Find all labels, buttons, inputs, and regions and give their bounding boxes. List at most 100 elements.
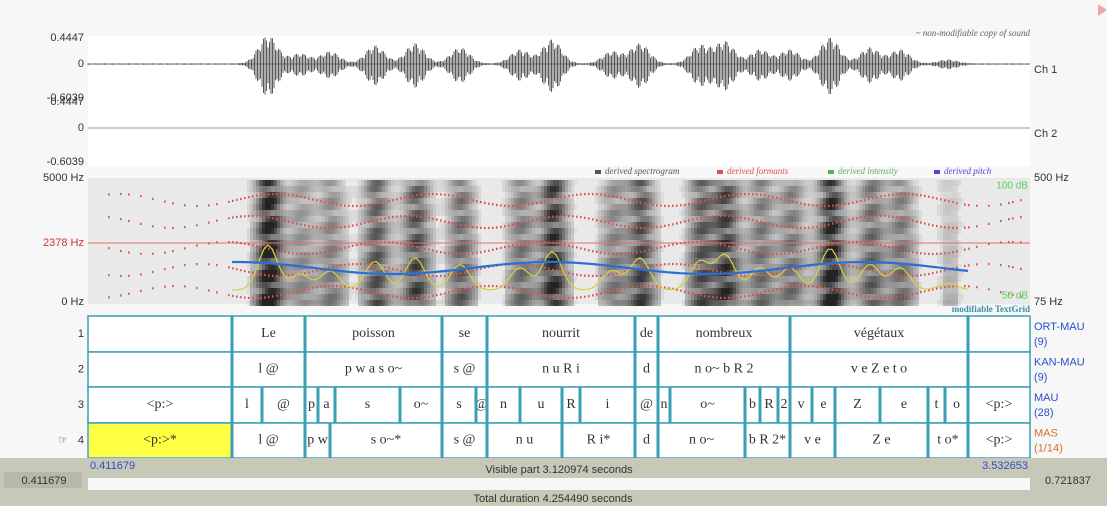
interval-label[interactable]: s	[365, 397, 370, 412]
interval-label[interactable]: <p:>*	[143, 433, 177, 448]
interval-label[interactable]: nourrit	[542, 326, 580, 341]
spectrogram-cell	[283, 246, 286, 252]
spectrogram-cell	[460, 300, 463, 306]
spectrogram-cell	[865, 300, 868, 306]
interval-label[interactable]: @	[277, 397, 290, 412]
spectrogram-cell	[619, 282, 622, 288]
interval-label[interactable]: nombreux	[696, 326, 753, 341]
spectrogram-cell	[505, 198, 508, 204]
spectrogram-cell	[754, 234, 757, 240]
spectrogram-cell	[697, 252, 700, 258]
interval-label[interactable]: d	[643, 433, 650, 448]
interval-label[interactable]: s @	[454, 433, 476, 448]
interval-label[interactable]: l @	[258, 362, 278, 377]
interval-label[interactable]: 2	[781, 397, 788, 412]
spectrogram-cell	[793, 300, 796, 306]
spectrogram-cell	[937, 258, 940, 264]
interval-label[interactable]: d	[643, 362, 650, 377]
spectrogram-cell	[688, 192, 691, 198]
spectrogram-cell	[907, 210, 910, 216]
spectrogram-cell	[547, 234, 550, 240]
spectrogram-cell	[775, 258, 778, 264]
tier[interactable]	[88, 387, 1030, 423]
interval-label[interactable]: végétaux	[854, 326, 905, 341]
spectrogram-cell	[661, 216, 664, 222]
interval-label[interactable]: v	[798, 397, 805, 412]
spectrogram-cell	[388, 234, 391, 240]
spectrogram-cell	[436, 210, 439, 216]
spectrogram-cell	[898, 222, 901, 228]
interval-label[interactable]: n o~ b R 2	[695, 362, 754, 377]
spectrogram-cell	[658, 288, 661, 294]
interval-label[interactable]: R	[764, 397, 774, 412]
spectrogram-cell	[475, 288, 478, 294]
spectrogram-cell	[787, 210, 790, 216]
interval-label[interactable]: p w a s o~	[345, 362, 403, 377]
spectrogram-cell	[259, 234, 262, 240]
spectrogram-cell	[631, 228, 634, 234]
interval-label[interactable]: R i*	[587, 433, 611, 448]
interval-label[interactable]: p	[308, 397, 315, 412]
interval-label[interactable]: <p:>	[986, 433, 1013, 448]
spectrogram-cell	[646, 294, 649, 300]
interval-label[interactable]: e	[901, 397, 907, 412]
interval-label[interactable]: s o~*	[371, 433, 402, 448]
spectrogram-cell	[379, 252, 382, 258]
spectrogram-cell	[451, 276, 454, 282]
spectrogram-cell	[298, 300, 301, 306]
interval-label[interactable]: b	[749, 397, 756, 412]
interval-label[interactable]: Z e	[872, 433, 890, 448]
spectrogram-cell	[526, 180, 529, 186]
interval-label[interactable]: n	[500, 397, 507, 412]
interval-label[interactable]: b R 2*	[749, 433, 786, 448]
interval-label[interactable]: p w	[307, 433, 329, 448]
interval-label[interactable]: e	[820, 397, 826, 412]
spectrogram-cell	[400, 228, 403, 234]
interval-label[interactable]: o	[953, 397, 960, 412]
interval-label[interactable]: n o~	[689, 433, 715, 448]
interval-label[interactable]: <p:>	[147, 397, 174, 412]
interval-label[interactable]: n u R i	[542, 362, 580, 377]
interval-label[interactable]: n u	[516, 433, 534, 448]
spectrogram-cell	[766, 294, 769, 300]
interval-label[interactable]: t	[935, 397, 939, 412]
interval-label[interactable]: <p:>	[986, 397, 1013, 412]
interval-label[interactable]: de	[640, 326, 653, 341]
spectrogram-cell	[796, 210, 799, 216]
interval-label[interactable]: n	[661, 397, 668, 412]
interval-label[interactable]: o~	[700, 397, 715, 412]
spectrogram-cell	[298, 234, 301, 240]
spectrogram-cell	[733, 186, 736, 192]
spectrogram-cell	[853, 300, 856, 306]
interval-label[interactable]: a	[323, 397, 330, 412]
spectrogram-cell	[604, 198, 607, 204]
interval-label[interactable]: Le	[261, 326, 276, 341]
interval-label[interactable]: v e	[804, 433, 821, 448]
spectrogram-cell	[655, 294, 658, 300]
interval-label[interactable]: i	[606, 397, 610, 412]
interval-label[interactable]: s	[456, 397, 461, 412]
spectrogram-cell	[541, 192, 544, 198]
spectrogram-cell	[688, 228, 691, 234]
interval-label[interactable]: Z	[853, 397, 862, 412]
interval-label[interactable]: l	[245, 397, 249, 412]
interval-label[interactable]: s @	[454, 362, 476, 377]
interval-label[interactable]: u	[538, 397, 545, 412]
spectrogram-cell	[394, 222, 397, 228]
interval-label[interactable]: poisson	[352, 326, 395, 341]
interval-label[interactable]: R	[566, 397, 576, 412]
interval-label[interactable]: o~	[414, 397, 429, 412]
spectrogram-cell	[409, 204, 412, 210]
interval-label[interactable]: t o*	[937, 433, 958, 448]
interval-label[interactable]: l @	[258, 433, 278, 448]
spectrogram-cell	[364, 180, 367, 186]
spectrogram-cell	[400, 204, 403, 210]
interval-label[interactable]: v e Z e t o	[851, 362, 907, 377]
interval-label[interactable]: se	[459, 326, 471, 341]
spectrogram-cell	[505, 288, 508, 294]
channel-label[interactable]: Ch 2	[1034, 128, 1057, 140]
interval-label[interactable]: @	[640, 397, 653, 412]
spectrogram-cell	[328, 180, 331, 186]
channel-label[interactable]: Ch 1	[1034, 64, 1057, 76]
spectrogram-cell	[733, 276, 736, 282]
